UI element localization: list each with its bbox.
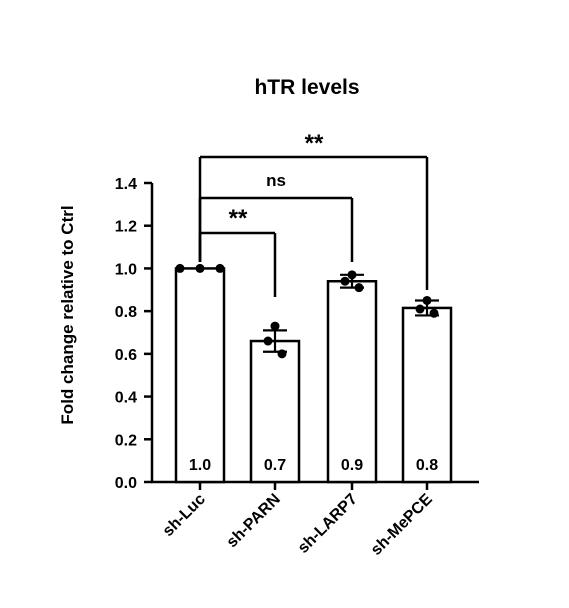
- data-point: [175, 263, 185, 273]
- y-tick-label: 1.4: [115, 176, 137, 193]
- data-point: [340, 276, 350, 286]
- y-tick-label: 1.0: [115, 261, 137, 278]
- data-point: [354, 283, 364, 293]
- x-tick-label: sh-LARP7: [295, 491, 361, 557]
- y-tick-label: 0.8: [115, 304, 137, 321]
- significance-label: ns: [266, 171, 286, 190]
- y-axis-label: Fold change relative to Ctrl: [58, 205, 77, 424]
- y-tick-label: 0.6: [115, 347, 137, 364]
- significance-label: **: [305, 130, 324, 157]
- y-tick-label: 1.2: [115, 219, 137, 236]
- bar: [174, 267, 226, 484]
- data-point: [429, 308, 439, 318]
- bar-value-label: 0.7: [264, 457, 286, 474]
- data-point: [347, 270, 357, 280]
- bar-value-label: 0.9: [341, 457, 363, 474]
- x-tick-label: sh-Luc: [160, 491, 209, 540]
- bar-value-label: 1.0: [189, 457, 211, 474]
- data-point: [422, 295, 432, 305]
- data-point: [270, 321, 280, 331]
- data-point: [195, 263, 205, 273]
- y-tick-label: 0.4: [115, 390, 137, 407]
- data-point: [415, 304, 425, 314]
- chart-title: hTR levels: [254, 76, 359, 99]
- data-point: [263, 336, 273, 346]
- bar-value-label: 0.8: [416, 457, 438, 474]
- x-tick-label: sh-MePCE: [368, 491, 436, 559]
- y-tick-label: 0.0: [115, 475, 137, 492]
- bar: [326, 279, 378, 484]
- data-point: [277, 349, 287, 359]
- x-tick-label: sh-PARN: [224, 491, 284, 551]
- significance-label: **: [229, 205, 248, 232]
- y-tick-label: 0.2: [115, 432, 137, 449]
- bar: [401, 306, 453, 484]
- data-point: [215, 263, 225, 273]
